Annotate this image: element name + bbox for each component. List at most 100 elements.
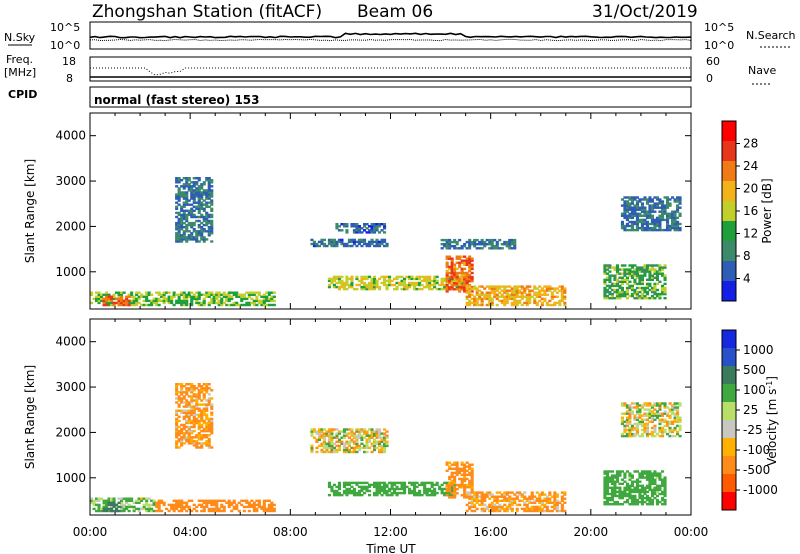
data-cell [661,202,665,205]
data-cell [425,279,429,283]
data-cell [633,278,637,281]
data-cell [105,295,109,298]
data-cell [638,200,642,203]
data-cell [676,224,680,228]
data-cell [207,419,211,423]
data-cell [643,272,647,275]
data-cell [620,470,624,473]
data-cell [460,267,464,271]
data-cell [190,421,194,425]
data-cell [205,499,209,502]
data-cell [127,509,131,513]
data-cell [458,275,462,279]
data-cell [545,287,549,290]
data-cell [373,442,377,445]
data-cell [378,287,382,291]
data-cell [202,393,206,396]
data-cell [633,434,637,438]
data-cell [470,259,474,262]
data-cell [197,191,201,194]
data-cell [172,503,176,507]
data-cell [650,406,654,409]
data-cell [117,497,121,500]
data-cell [628,206,632,209]
data-cell [613,476,617,479]
data-cell [645,496,649,500]
data-cell [147,505,151,509]
data-cell [640,406,644,409]
data-cell [428,281,432,285]
beam-label: Beam 06 [357,2,433,22]
data-cell [455,492,459,495]
data-cell [560,507,564,511]
data-cell [207,179,211,182]
data-cell [180,217,184,221]
data-cell [478,243,482,246]
data-cell [197,385,201,388]
data-cell [615,266,619,269]
data-cell [558,303,562,307]
data-cell [655,404,659,407]
data-cell [175,205,179,208]
data-cell [610,292,614,296]
data-cell [197,293,201,296]
data-cell [455,243,459,246]
data-cell [205,217,209,221]
data-cell [190,407,194,410]
data-cell [553,303,557,307]
data-cell [120,505,124,509]
data-cell [210,215,214,219]
data-cell [508,503,512,507]
data-cell [628,284,632,288]
data-cell [485,303,489,307]
data-cell [613,494,617,498]
data-cell [623,280,627,283]
data-cell [605,488,609,492]
data-cell [463,243,467,246]
data-cell [645,426,649,430]
data-cell [453,269,457,273]
data-cell [207,501,211,504]
data-cell [147,503,151,507]
data-cell [162,291,166,294]
data-cell [195,421,199,425]
data-cell [373,275,377,279]
data-cell [373,493,377,497]
data-cell [508,297,512,301]
data-cell [638,500,642,504]
data-cell [635,490,639,494]
data-cell [383,281,387,285]
data-cell [605,297,609,300]
data-cell [190,211,194,215]
data-cell [630,220,634,224]
data-cell [380,481,384,485]
data-cell [435,491,439,495]
data-cell [202,217,206,221]
data-cell [645,216,649,220]
data-cell [350,440,354,443]
data-cell [255,499,259,502]
data-cell [458,469,462,472]
data-cell [120,497,124,500]
data-cell [628,410,632,413]
data-cell [550,303,554,307]
data-cell [205,189,209,192]
data-cell [205,201,209,204]
data-cell [105,507,109,511]
data-cell [640,486,644,489]
data-cell [177,293,181,296]
data-cell [645,494,649,498]
data-cell [408,489,412,493]
data-cell [190,436,194,439]
data-cell [666,204,670,207]
data-cell [458,287,462,291]
data-cell [473,287,477,290]
data-cell [135,303,139,307]
data-cell [560,285,564,288]
data-cell [180,213,184,217]
data-cell [635,292,639,296]
data-cell [105,301,109,305]
data-cell [661,208,665,211]
data-cell [603,266,607,269]
data-cell [650,412,654,415]
